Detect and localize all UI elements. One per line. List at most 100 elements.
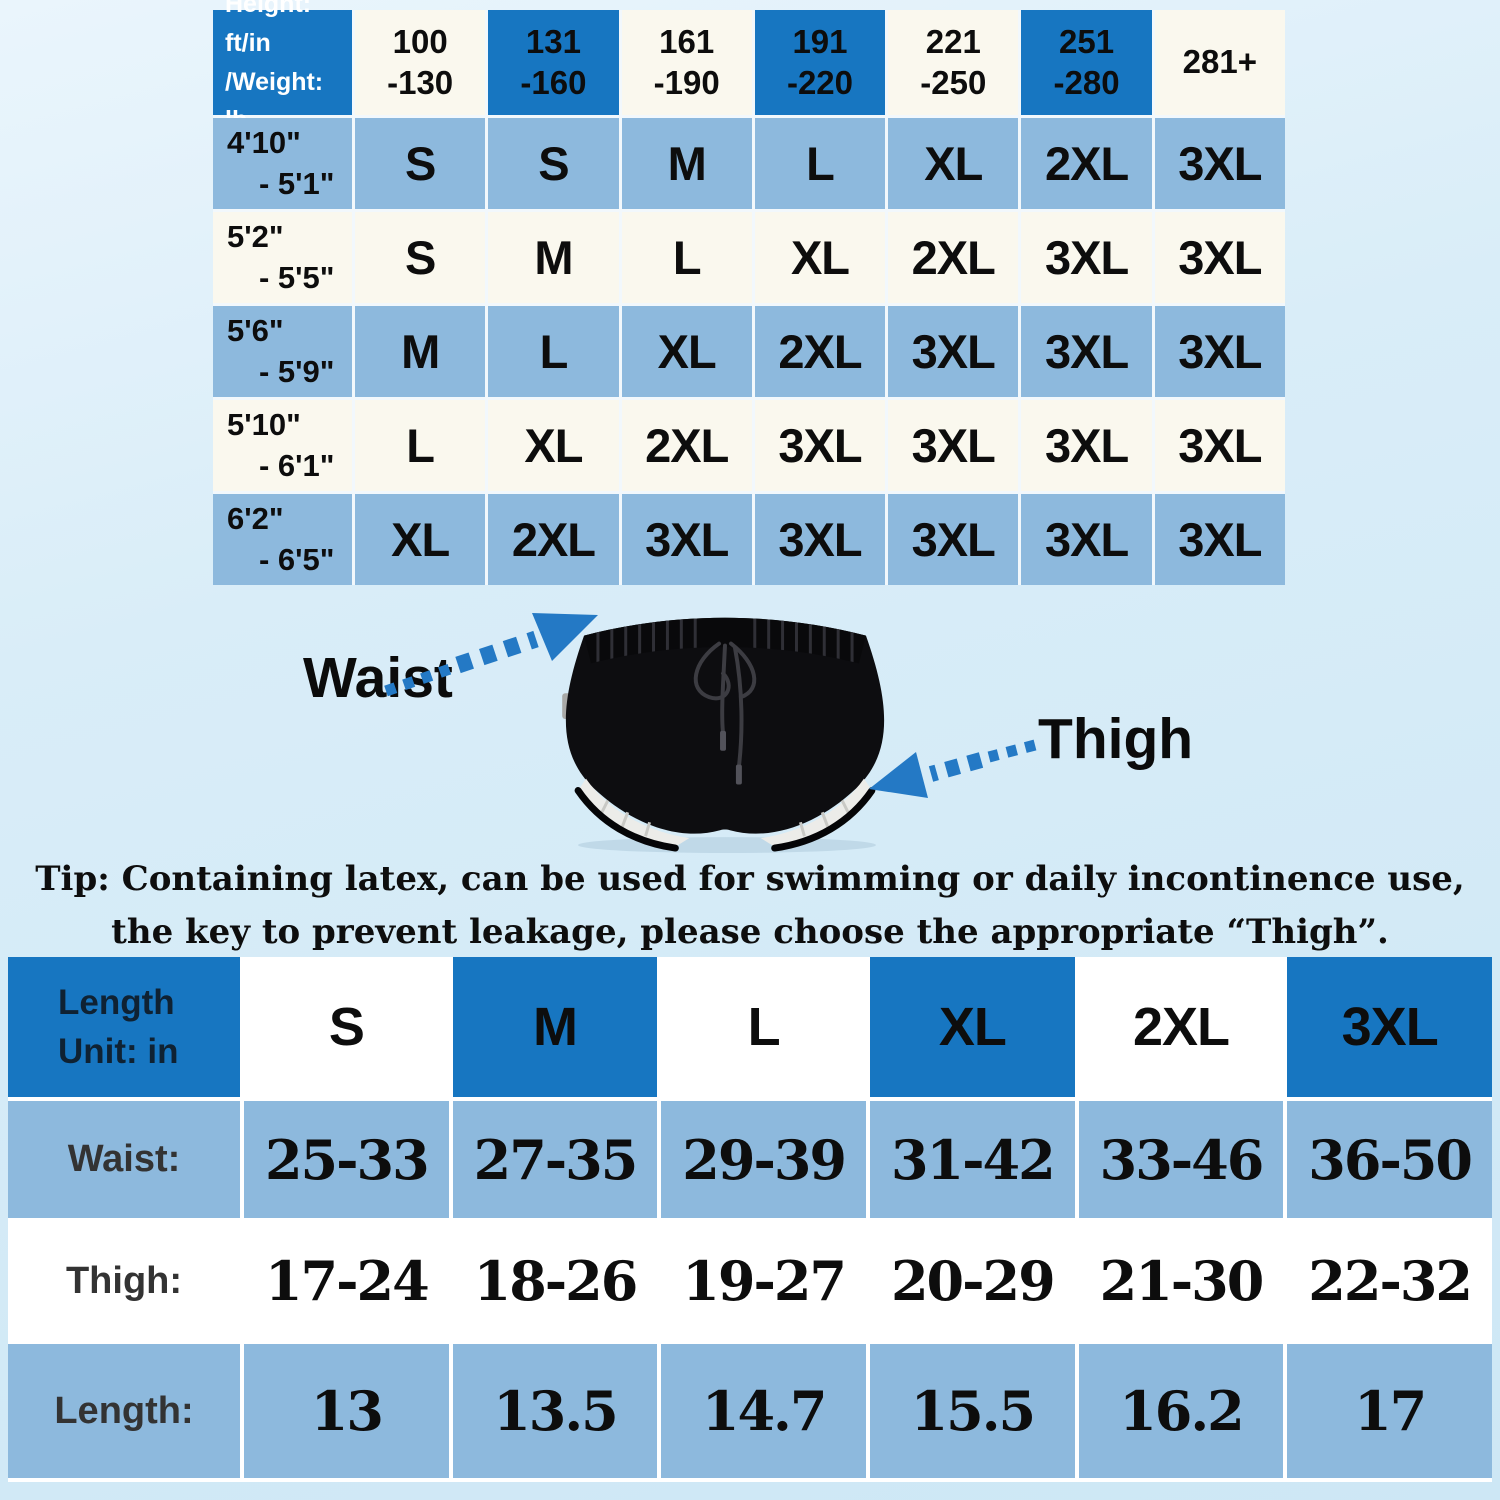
length-value: 14.7 <box>661 1344 866 1478</box>
weight-range-line2: -220 <box>786 63 854 101</box>
corner-line1: Height: ft/in <box>225 0 312 57</box>
size-cell: 3XL <box>1154 212 1285 303</box>
weight-range-line1: 191 <box>792 23 848 61</box>
size-cell: M <box>355 306 486 397</box>
weight-range-line2: -280 <box>1053 63 1120 101</box>
size-column-header: S <box>244 957 449 1097</box>
weight-range-line1: 161 <box>659 23 715 61</box>
weight-range-line1: 221 <box>925 23 981 61</box>
height-weight-size-table: Height: ft/in /Weight: lb 100 -130 131 -… <box>213 0 1285 585</box>
measurement-corner-label: Length Unit: in <box>8 957 240 1097</box>
weight-column-header: 191 -220 <box>754 10 886 115</box>
weight-range-line2: -130 <box>387 63 454 101</box>
length-value: 17 <box>1287 1344 1492 1478</box>
thigh-value: 21-30 <box>1078 1222 1284 1340</box>
weight-column-header: 251 -280 <box>1021 10 1152 115</box>
height-row-label: 6'2" - 6'5" <box>213 494 352 585</box>
size-cell: 2XL <box>621 400 752 491</box>
weight-range-line1: 131 <box>525 23 581 61</box>
size-cell: 3XL <box>1154 400 1285 491</box>
length-value: 13.5 <box>452 1344 658 1478</box>
height-row-label: 5'10" - 6'1" <box>213 400 352 491</box>
waist-value: 36-50 <box>1287 1101 1492 1218</box>
size-cell: S <box>355 118 486 209</box>
tip-line1: Tip: Containing latex, can be used for s… <box>35 859 1465 899</box>
size-cell: 3XL <box>1154 306 1285 397</box>
size-cell: L <box>754 118 886 209</box>
measurement-table: Length Unit: in S M L XL 2XL 3XL Waist: … <box>8 957 1492 1482</box>
size-cell: M <box>621 118 752 209</box>
size-cell: 3XL <box>1021 212 1152 303</box>
size-cell: S <box>488 118 619 209</box>
thigh-value: 18-26 <box>452 1222 658 1340</box>
thigh-label: Thigh <box>1038 707 1194 771</box>
size-cell: 3XL <box>621 494 752 585</box>
length-value: 15.5 <box>870 1344 1075 1478</box>
length-value: 13 <box>244 1344 449 1478</box>
size-cell: 3XL <box>1154 494 1285 585</box>
table-corner-label: Height: ft/in /Weight: lb <box>213 0 352 134</box>
weight-column-header: 100 -130 <box>355 10 486 115</box>
size-cell: 3XL <box>1021 494 1152 585</box>
size-cell: 2XL <box>754 306 886 397</box>
size-cell: 3XL <box>888 306 1019 397</box>
size-column-header: XL <box>870 957 1075 1097</box>
thigh-value: 19-27 <box>661 1222 866 1340</box>
size-cell: M <box>488 212 619 303</box>
size-cell: 2XL <box>488 494 619 585</box>
thigh-value: 17-24 <box>244 1222 449 1340</box>
weight-range-line1: 100 <box>392 23 448 61</box>
waist-value: 29-39 <box>661 1101 866 1218</box>
size-cell: 3XL <box>1154 118 1285 209</box>
thigh-arrow-icon <box>869 739 1037 798</box>
size-column-header: L <box>661 957 866 1097</box>
size-cell: XL <box>355 494 486 585</box>
size-cell: L <box>355 400 486 491</box>
waist-value: 25-33 <box>244 1101 449 1218</box>
size-cell: XL <box>488 400 619 491</box>
waist-value: 27-35 <box>452 1101 658 1218</box>
weight-column-header: 161 -190 <box>621 10 752 115</box>
tip-line2: the key to prevent leakage, please choos… <box>111 911 1389 952</box>
drawstring <box>693 641 757 769</box>
weight-range-line1: 251 <box>1059 23 1115 61</box>
weight-range-line1: 281+ <box>1182 43 1258 81</box>
size-cell: 3XL <box>1021 400 1152 491</box>
size-cell: 3XL <box>888 494 1019 585</box>
weight-range-line2: -190 <box>653 63 720 101</box>
size-cell: L <box>621 212 752 303</box>
weight-column-header: 281+ <box>1154 10 1285 115</box>
size-cell: L <box>488 306 619 397</box>
size-cell: 3XL <box>1021 306 1152 397</box>
row-label-length: Length: <box>8 1344 240 1478</box>
size-cell: S <box>355 212 486 303</box>
size-column-header: 3XL <box>1287 957 1492 1097</box>
row-label-waist: Waist: <box>8 1101 240 1218</box>
row-label-thigh: Thigh: <box>8 1222 240 1340</box>
size-cell: XL <box>754 212 886 303</box>
height-row-label: 5'6" - 5'9" <box>213 306 352 397</box>
thigh-value: 20-29 <box>870 1222 1075 1340</box>
size-column-header: M <box>452 957 658 1097</box>
length-value: 16.2 <box>1078 1344 1284 1478</box>
waist-value: 31-42 <box>870 1101 1075 1218</box>
size-column-header: 2XL <box>1078 957 1284 1097</box>
thigh-value: 22-32 <box>1287 1222 1492 1340</box>
waist-arrow-icon <box>384 613 598 697</box>
size-cell: 2XL <box>888 212 1019 303</box>
size-cell: 3XL <box>754 400 886 491</box>
weight-column-header: 221 -250 <box>888 10 1019 115</box>
size-cell: XL <box>621 306 752 397</box>
size-cell: 2XL <box>1021 118 1152 209</box>
weight-range-line2: -160 <box>520 63 587 101</box>
height-row-label: 4'10" - 5'1" <box>213 118 352 209</box>
weight-range-line2: -250 <box>920 63 987 101</box>
weight-column-header: 131 -160 <box>488 10 619 115</box>
size-cell: 3XL <box>754 494 886 585</box>
shorts-product-illustration <box>562 617 885 854</box>
size-cell: 3XL <box>888 400 1019 491</box>
size-cell: XL <box>888 118 1019 209</box>
tip-text: Tip: Containing latex, can be used for s… <box>0 853 1500 958</box>
height-row-label: 5'2" - 5'5" <box>213 212 352 303</box>
